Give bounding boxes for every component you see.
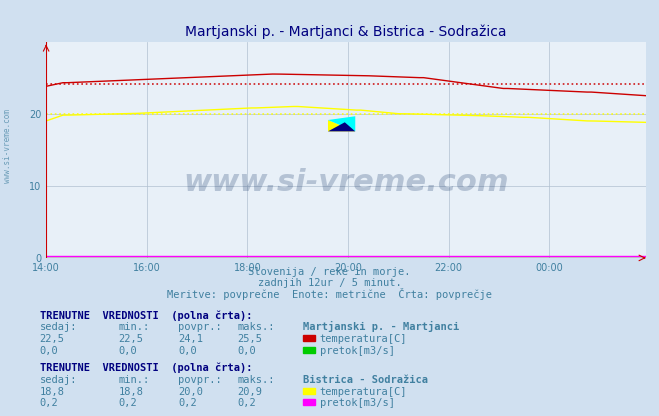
Text: 18,8: 18,8 — [119, 386, 144, 396]
Text: sedaj:: sedaj: — [40, 322, 77, 332]
Text: 🎨: 🎨 — [340, 123, 352, 142]
Text: 25,5: 25,5 — [237, 334, 262, 344]
Text: Slovenija / reke in morje.: Slovenija / reke in morje. — [248, 267, 411, 277]
Text: maks.:: maks.: — [237, 375, 275, 385]
Text: www.si-vreme.com: www.si-vreme.com — [3, 109, 13, 183]
Text: min.:: min.: — [119, 322, 150, 332]
Text: 20,0: 20,0 — [178, 386, 203, 396]
Text: pretok[m3/s]: pretok[m3/s] — [320, 346, 395, 356]
Text: povpr.:: povpr.: — [178, 322, 221, 332]
Text: 0,0: 0,0 — [237, 346, 256, 356]
Text: temperatura[C]: temperatura[C] — [320, 386, 407, 396]
Text: www.si-vreme.com: www.si-vreme.com — [183, 168, 509, 197]
Text: temperatura[C]: temperatura[C] — [320, 334, 407, 344]
Text: TRENUTNE  VREDNOSTI  (polna črta):: TRENUTNE VREDNOSTI (polna črta): — [40, 363, 252, 373]
Text: maks.:: maks.: — [237, 322, 275, 332]
Text: 22,5: 22,5 — [119, 334, 144, 344]
Text: 0,0: 0,0 — [178, 346, 196, 356]
Polygon shape — [328, 120, 355, 131]
Text: 18,8: 18,8 — [40, 386, 65, 396]
Text: 0,2: 0,2 — [237, 398, 256, 408]
Text: min.:: min.: — [119, 375, 150, 385]
Text: 0,0: 0,0 — [119, 346, 137, 356]
Polygon shape — [328, 116, 355, 131]
Text: 22,5: 22,5 — [40, 334, 65, 344]
Text: zadnjih 12ur / 5 minut.: zadnjih 12ur / 5 minut. — [258, 278, 401, 288]
Text: sedaj:: sedaj: — [40, 375, 77, 385]
Text: Bistrica - Sodražica: Bistrica - Sodražica — [303, 375, 428, 385]
Text: 0,0: 0,0 — [40, 346, 58, 356]
Text: 24,1: 24,1 — [178, 334, 203, 344]
Text: 20,9: 20,9 — [237, 386, 262, 396]
Text: pretok[m3/s]: pretok[m3/s] — [320, 398, 395, 408]
Text: Meritve: povprečne  Enote: metrične  Črta: povprečje: Meritve: povprečne Enote: metrične Črta:… — [167, 288, 492, 300]
Text: 0,2: 0,2 — [40, 398, 58, 408]
Text: TRENUTNE  VREDNOSTI  (polna črta):: TRENUTNE VREDNOSTI (polna črta): — [40, 310, 252, 321]
Text: Martjanski p. - Martjanci: Martjanski p. - Martjanci — [303, 322, 459, 332]
Title: Martjanski p. - Martjanci & Bistrica - Sodražica: Martjanski p. - Martjanci & Bistrica - S… — [185, 25, 507, 39]
Text: 0,2: 0,2 — [178, 398, 196, 408]
Polygon shape — [328, 122, 355, 131]
Text: 0,2: 0,2 — [119, 398, 137, 408]
Text: povpr.:: povpr.: — [178, 375, 221, 385]
